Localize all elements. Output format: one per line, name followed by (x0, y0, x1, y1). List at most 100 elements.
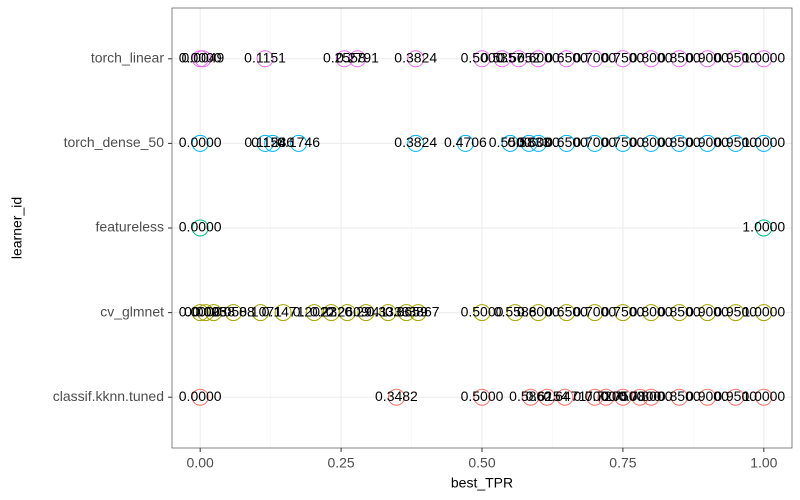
point (670, 304, 688, 322)
point (305, 304, 323, 322)
point (670, 134, 688, 152)
point-label: 0.7000 (573, 134, 616, 150)
point (407, 50, 425, 68)
point (755, 304, 773, 322)
point-label: 0.7000 (573, 303, 616, 319)
point (197, 304, 215, 322)
point-label: 0.5000 (461, 388, 504, 404)
point-label: 0.9000 (686, 388, 729, 404)
point-label: 0.1151 (244, 49, 286, 65)
point (556, 388, 574, 406)
point (194, 50, 212, 68)
point-label: 1.0000 (742, 49, 785, 65)
point-label: 0.0000 (179, 388, 222, 404)
point (264, 134, 282, 152)
point (529, 134, 547, 152)
point-label: 0.8500 (658, 388, 701, 404)
point (456, 134, 474, 152)
point-label: 0.5500 (489, 134, 532, 150)
point (529, 304, 547, 322)
y-tick-label: torch_linear (91, 49, 164, 65)
point (642, 134, 660, 152)
point (614, 388, 632, 406)
point-label: 0.3333 (367, 303, 410, 319)
point-label: 0.5652 (497, 49, 540, 65)
point (473, 50, 491, 68)
point-label: 0.3824 (394, 49, 437, 65)
point (191, 304, 209, 322)
point-label: 0.1286 (251, 134, 294, 150)
point-label: 0.9000 (686, 134, 729, 150)
point (614, 304, 632, 322)
point-label: 0.2022 (293, 303, 336, 319)
point-label: 0.9500 (714, 49, 757, 65)
point-label: 0.6500 (545, 49, 588, 65)
point (205, 304, 223, 322)
point-label: 0.8000 (630, 134, 673, 150)
point (614, 134, 632, 152)
point-label: 0.3659 (385, 303, 428, 319)
point (558, 134, 576, 152)
point-label: 0.4706 (444, 134, 487, 150)
point-label: 0.0588 (212, 303, 255, 319)
x-tick-label: 0.50 (468, 455, 495, 471)
point-label: 0.0000 (179, 219, 222, 235)
point-label: 0.0049 (182, 49, 225, 65)
x-tick-label: 0.00 (187, 455, 214, 471)
point (529, 50, 547, 68)
x-tick-label: 0.75 (609, 455, 636, 471)
x-axis-title: best_TPR (451, 475, 513, 491)
y-axis-title: learner_id (9, 197, 25, 259)
point (409, 304, 427, 322)
point-label: 0.7000 (573, 388, 616, 404)
point (586, 388, 604, 406)
point-label: 0.7200 (585, 388, 628, 404)
point-label: 1.0000 (742, 388, 785, 404)
point (191, 219, 209, 237)
point (473, 304, 491, 322)
point (407, 134, 425, 152)
point-label: 0.9500 (714, 303, 757, 319)
point (586, 304, 604, 322)
point-label: 0.3867 (397, 303, 440, 319)
point-label: 0.2558 (323, 49, 366, 65)
point (698, 134, 716, 152)
x-tick-label: 1.00 (750, 455, 777, 471)
point-label: 0.8500 (658, 49, 701, 65)
point (338, 304, 356, 322)
point-label: 0.7000 (573, 49, 616, 65)
point (558, 50, 576, 68)
point (290, 134, 308, 152)
point-label: 0.7500 (601, 388, 644, 404)
point-label: 0.5357 (481, 49, 524, 65)
point-label: 0.0000 (179, 303, 222, 319)
point (586, 50, 604, 68)
point-label: 0.5833 (508, 134, 551, 150)
point-label: 0.5588 (494, 303, 537, 319)
point (631, 388, 649, 406)
point-label: 0.7800 (618, 388, 661, 404)
point-label: 0.6154 (526, 388, 569, 404)
point-label: 0.1154 (244, 134, 286, 150)
point (755, 134, 773, 152)
point (538, 388, 556, 406)
point-label: 0.5862 (509, 388, 552, 404)
point-label: 0.6000 (517, 303, 560, 319)
point (727, 50, 745, 68)
point (642, 388, 660, 406)
point (191, 134, 209, 152)
point (520, 134, 538, 152)
point-label: 0.0238 (192, 303, 235, 319)
point-label: 1.0000 (742, 219, 785, 235)
point-label: 0.8500 (658, 303, 701, 319)
point-label: 0.7500 (601, 49, 644, 65)
point-label: 0.7500 (601, 303, 644, 319)
point (698, 50, 716, 68)
point (614, 50, 632, 68)
point (755, 219, 773, 237)
y-tick-label: classif.kknn.tuned (53, 388, 164, 404)
point-label: 0.3824 (394, 134, 437, 150)
point (224, 304, 242, 322)
point-label: 0.2609 (326, 303, 369, 319)
